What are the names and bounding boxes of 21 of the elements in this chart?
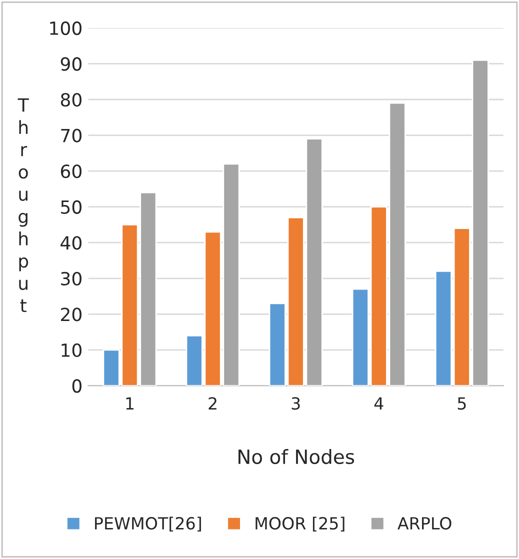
y-tick-label: 50 (61, 200, 82, 214)
y-tick-label: 20 (61, 308, 82, 322)
legend-label: ARPLO (398, 516, 452, 530)
x-tick-label: 1 (126, 397, 134, 410)
y-tick-label: 10 (62, 343, 82, 358)
y-tick-label: 100 (50, 21, 82, 36)
y-tick-label: 60 (60, 164, 82, 178)
text: Throughput (18, 98, 29, 312)
legend-label: MOOR [25] (256, 516, 344, 532)
y-tick-label: 30 (61, 272, 82, 286)
y-tick-label: 80 (60, 92, 82, 107)
x-tick-label: 5 (458, 397, 466, 410)
y-tick-label: 70 (61, 128, 82, 142)
x-tick-label: 4 (374, 397, 384, 410)
x-axis-title: No of Nodes (238, 449, 354, 464)
y-tick-label: 40 (60, 236, 82, 250)
x-tick-label: 3 (292, 397, 300, 410)
y-tick-label: 0 (72, 379, 82, 393)
x-tick-label: 2 (208, 397, 216, 410)
legend-label: PEWMOT[26] (95, 516, 201, 532)
y-tick-label: 90 (60, 57, 82, 71)
